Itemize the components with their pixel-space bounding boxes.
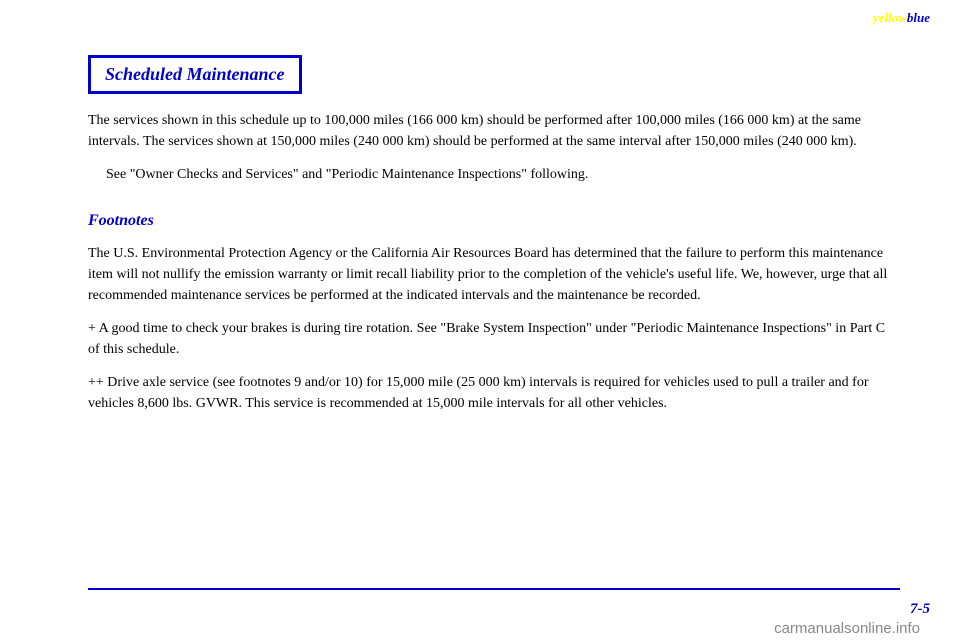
section-header-title: Scheduled Maintenance [105,64,285,84]
page-number: 7-5 [910,601,930,618]
body-content: The services shown in this schedule up t… [88,110,900,426]
section-header-box: Scheduled Maintenance [88,55,302,94]
corner-label: yellowblue [873,10,930,26]
footnote-intro: The U.S. Environmental Protection Agency… [88,243,900,306]
corner-blue-text: blue [907,10,930,25]
footnote-plus: + A good time to check your brakes is du… [88,318,900,360]
watermark: carmanualsonline.info [774,620,920,637]
footnote-plusplus: ++ Drive axle service (see footnotes 9 a… [88,372,900,414]
paragraph-2: See "Owner Checks and Services" and "Per… [88,164,900,185]
footnotes-heading: Footnotes [88,209,900,233]
bottom-divider [88,588,900,590]
corner-yellow-text: yellow [873,10,907,25]
paragraph-1: The services shown in this schedule up t… [88,110,900,152]
